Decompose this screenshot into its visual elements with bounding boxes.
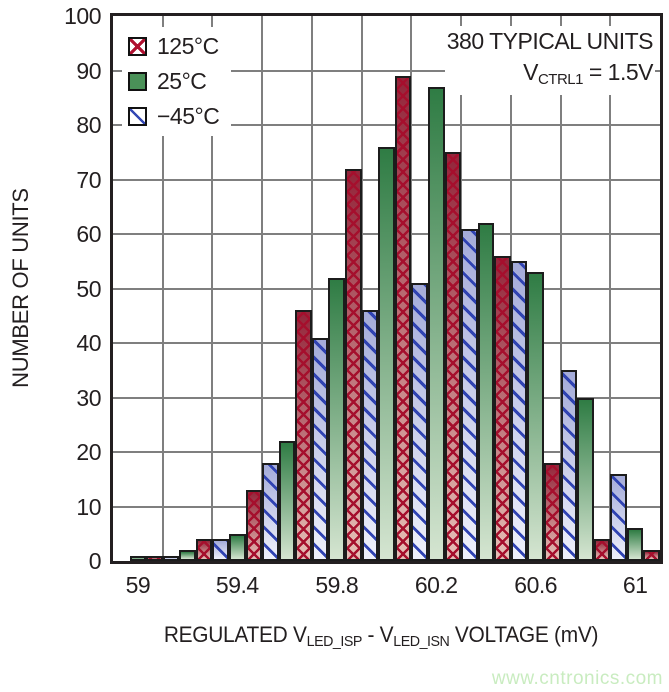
legend-swatch-solid-green-icon — [128, 72, 147, 91]
annotation-block: 380 TYPICAL UNITS VCTRL1 = 1.5V — [444, 26, 655, 95]
annotation-vctrl: VCTRL1 = 1.5V — [447, 57, 653, 95]
plot-area: 125°C 25°C −45°C — [110, 13, 663, 564]
bar-25°C-bin1 — [179, 550, 196, 561]
bar-25°C-bin0 — [129, 555, 147, 561]
bar-125°C-bin1 — [195, 539, 213, 561]
bar-25°C-bin9 — [577, 397, 594, 561]
bar-25°C-bin6 — [427, 86, 445, 561]
x-axis-title-segment: VOLTAGE (mV) — [449, 622, 599, 647]
y-tick-label: 100 — [64, 3, 101, 29]
legend-item-125°C: 125°C — [128, 29, 219, 64]
x-axis-title-subscript: LED_ISN — [393, 633, 450, 650]
x-axis-title: REGULATED VLED_ISP - VLED_ISN VOLTAGE (m… — [163, 622, 599, 650]
annotation-vctrl-segment: V — [523, 59, 538, 85]
x-axis-title-subscript: LED_ISP — [306, 633, 363, 650]
bar-125°C-bin3 — [295, 310, 312, 561]
bar-125°C-bin9 — [593, 539, 611, 561]
legend-swatch-crosshatch-red-icon — [128, 37, 147, 56]
legend-item-label: 125°C — [157, 33, 219, 59]
x-axis-title-segment: - V — [361, 622, 394, 647]
x-axis-title-segment: REGULATED V — [163, 622, 307, 647]
legend-item-−45°C: −45°C — [128, 99, 220, 134]
bar-−45°C-bin4 — [311, 337, 329, 561]
annotation-typical-units: 380 TYPICAL UNITS — [446, 28, 654, 54]
y-tick-label: 80 — [76, 112, 101, 138]
y-tick-label: 0 — [88, 548, 102, 574]
y-tick-label: 50 — [76, 275, 101, 302]
bar-25°C-bin4 — [328, 277, 346, 561]
bar-−45°C-bin9 — [560, 370, 578, 561]
bar-25°C-bin5 — [378, 146, 395, 561]
bar-25°C-bin8 — [527, 272, 544, 561]
y-tick-label: 70 — [76, 166, 101, 193]
legend: 125°C 25°C −45°C — [122, 27, 232, 136]
legend-item-label: 25°C — [157, 68, 207, 94]
bar-−45°C-bin7 — [461, 228, 478, 561]
bar-125°C-bin10 — [643, 550, 660, 561]
gridline-vertical — [261, 16, 264, 561]
x-tick-label: 60.6 — [514, 572, 558, 598]
bar-−45°C-bin10 — [610, 473, 627, 561]
bar-25°C-bin2 — [229, 533, 246, 561]
y-tick-label: 90 — [76, 57, 101, 84]
bar-125°C-bin0 — [146, 555, 163, 561]
bar-25°C-bin7 — [477, 223, 495, 561]
watermark: www.cntronics.com — [491, 668, 663, 689]
gridline-vertical — [211, 16, 214, 561]
bar-−45°C-bin3 — [262, 462, 279, 561]
gridline-vertical — [609, 16, 612, 561]
bar-25°C-bin3 — [278, 441, 296, 561]
bar-125°C-bin2 — [245, 490, 263, 561]
bar-125°C-bin7 — [494, 255, 511, 561]
bar-125°C-bin6 — [444, 152, 462, 561]
gridline-vertical — [360, 16, 363, 561]
annotation-vctrl-segment: = 1.5V — [582, 59, 654, 85]
bar-125°C-bin5 — [394, 75, 412, 561]
bar-−45°C-bin6 — [411, 283, 428, 561]
y-tick-label: 60 — [76, 221, 101, 247]
bar-−45°C-bin1 — [162, 555, 180, 561]
x-tick-label: 59 — [125, 572, 151, 598]
y-tick-label: 20 — [76, 439, 101, 465]
bar-−45°C-bin2 — [212, 539, 230, 561]
legend-swatch-diagonal-blue-icon — [128, 107, 147, 126]
bar-125°C-bin4 — [345, 168, 362, 561]
gridline-horizontal — [113, 69, 660, 72]
x-tick-label: 59.4 — [215, 572, 259, 598]
y-tick-label: 30 — [76, 384, 101, 411]
bar-−45°C-bin5 — [361, 310, 379, 561]
gridline-vertical — [559, 16, 562, 561]
bar-−45°C-bin8 — [510, 261, 528, 561]
x-tick-label: 61 — [622, 572, 648, 598]
annotation-vctrl-subscript: CTRL1 — [537, 71, 584, 88]
legend-item-label: −45°C — [157, 103, 220, 129]
legend-item-25°C: 25°C — [128, 64, 219, 99]
gridline-vertical — [161, 16, 164, 561]
gridline-vertical — [310, 16, 313, 561]
gridline-horizontal — [113, 124, 660, 126]
x-tick-label: 59.8 — [315, 572, 359, 598]
y-axis-title: NUMBER OF UNITS — [8, 188, 33, 388]
y-tick-label: 40 — [76, 330, 101, 356]
bar-25°C-bin10 — [626, 528, 644, 561]
bar-125°C-bin8 — [543, 462, 561, 561]
x-tick-label: 60.2 — [414, 572, 458, 598]
y-tick-label: 10 — [76, 493, 101, 520]
